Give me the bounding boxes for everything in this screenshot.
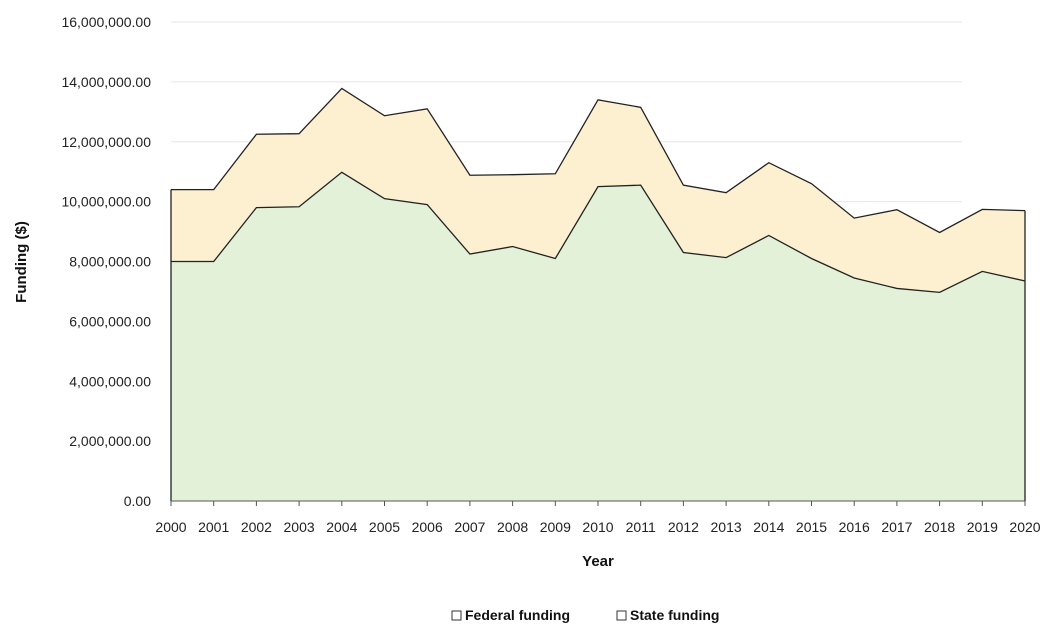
x-tick-label-2003: 2003	[284, 519, 315, 535]
x-tick-label-2014: 2014	[753, 519, 784, 535]
y-tick-label-3: 6,000,000.00	[69, 313, 151, 329]
area-series	[171, 88, 1025, 501]
legend-label-state: State funding	[630, 607, 719, 623]
legend: Federal funding State funding	[451, 607, 719, 623]
y-tick-label-7: 14,000,000.00	[61, 74, 151, 90]
line-state-funding	[171, 87, 1026, 234]
x-tick-label-2018: 2018	[924, 519, 955, 535]
x-tick-label-2002: 2002	[241, 519, 272, 535]
x-tick-label-2010: 2010	[582, 519, 613, 535]
legend-item-federal[interactable]: Federal funding	[451, 607, 570, 623]
y-tick-label-4: 8,000,000.00	[69, 254, 151, 270]
legend-swatch-state	[616, 610, 627, 621]
x-axis-title: Year	[582, 553, 614, 570]
legend-label-federal: Federal funding	[465, 607, 570, 623]
x-tick-label-2001: 2001	[198, 519, 229, 535]
series-lines	[170, 87, 1026, 501]
y-axis-title: Funding ($)	[13, 221, 30, 303]
axes	[170, 500, 1026, 506]
y-tick-label-0: 0.00	[124, 493, 151, 509]
x-tick-label-2017: 2017	[881, 519, 912, 535]
x-tick-label-2000: 2000	[155, 519, 186, 535]
x-tick-label-2019: 2019	[967, 519, 998, 535]
x-tick-label-2020: 2020	[1009, 519, 1040, 535]
x-tick-label-2004: 2004	[326, 519, 357, 535]
x-tick-label-2013: 2013	[711, 519, 742, 535]
y-tick-label-6: 12,000,000.00	[61, 134, 151, 150]
y-tick-label-5: 10,000,000.00	[61, 194, 151, 210]
x-tick-label-2009: 2009	[540, 519, 571, 535]
y-tick-label-8: 16,000,000.00	[61, 14, 151, 30]
area-state-funding	[171, 88, 1025, 293]
x-tick-label-2016: 2016	[839, 519, 870, 535]
x-tick-label-2015: 2015	[796, 519, 827, 535]
y-tick-labels: 0.00 2,000,000.00 4,000,000.00 6,000,000.00…	[61, 14, 151, 509]
area-federal-funding	[171, 172, 1025, 501]
x-tick-label-2007: 2007	[454, 519, 485, 535]
y-tick-label-2: 4,000,000.00	[69, 373, 151, 389]
x-tick-label-2012: 2012	[668, 519, 699, 535]
x-tick-label-2011: 2011	[626, 519, 656, 535]
legend-item-state[interactable]: State funding	[616, 607, 719, 623]
x-tick-label-2008: 2008	[497, 519, 528, 535]
y-tick-label-1: 2,000,000.00	[69, 433, 151, 449]
x-tick-label-2006: 2006	[412, 519, 443, 535]
x-tick-labels: 2000 2001 2002 2003 2004 2005 2006 2007 2008 2009…	[155, 519, 1040, 535]
legend-swatch-federal	[451, 610, 462, 621]
line-federal-funding	[171, 171, 1026, 293]
x-tick-label-2005: 2005	[369, 519, 400, 535]
